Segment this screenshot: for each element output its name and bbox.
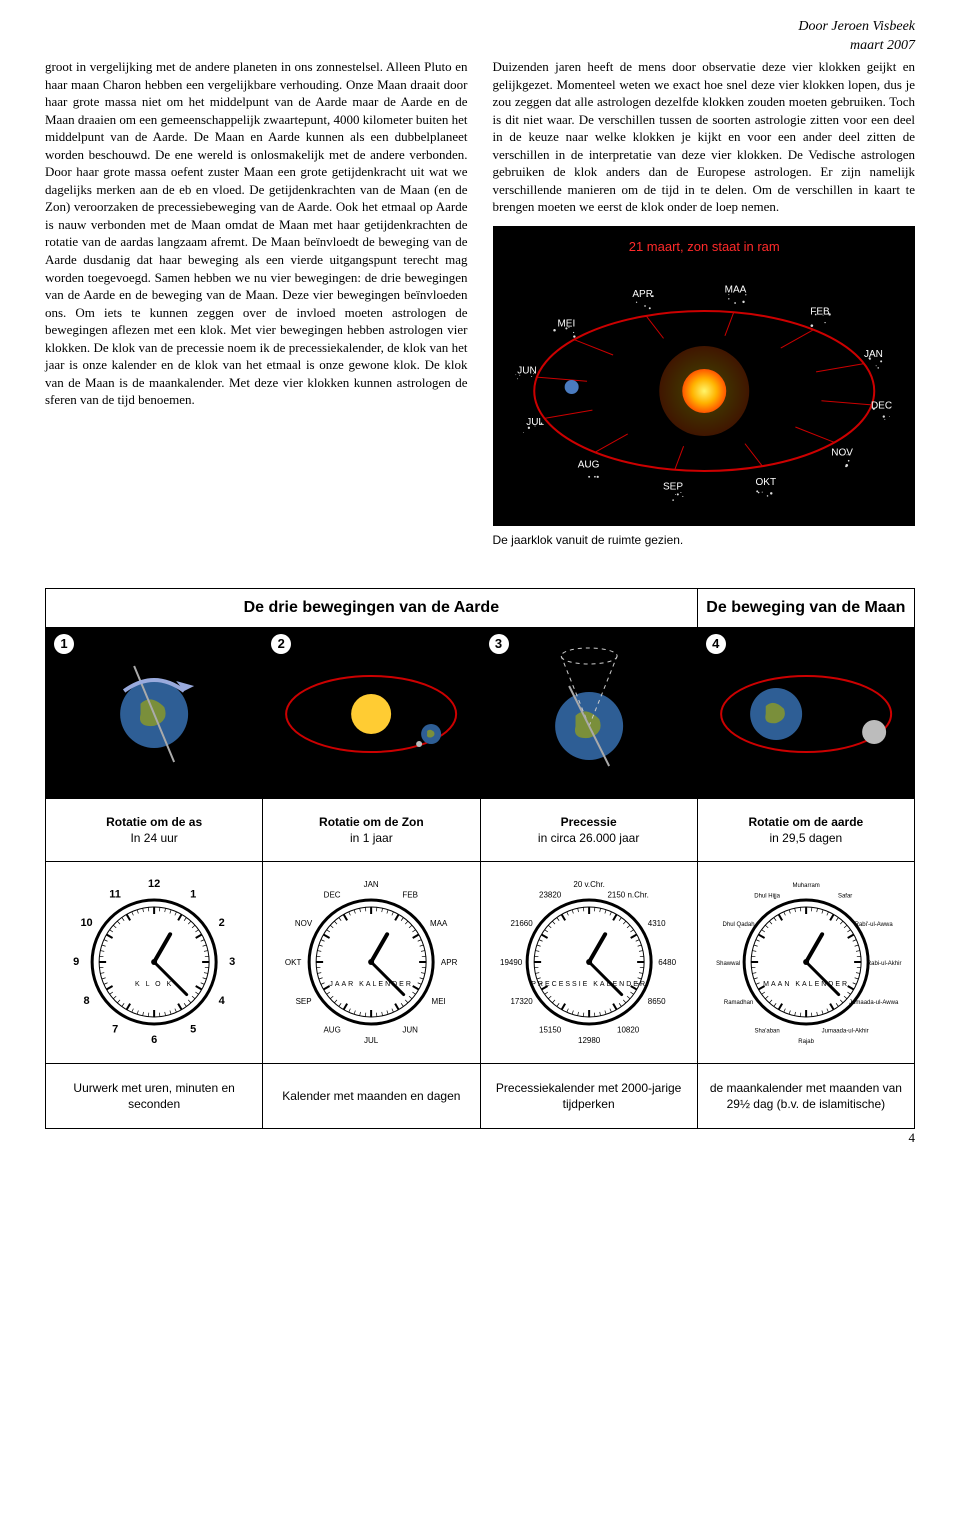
clock-caption: Uurwerk met uren, minuten en seconden bbox=[46, 1063, 263, 1128]
svg-text:DEC: DEC bbox=[324, 891, 341, 900]
svg-text:Shawwal: Shawwal bbox=[716, 961, 740, 967]
page-number: 4 bbox=[909, 1129, 916, 1147]
clock-caption: Kalender met maanden en dagen bbox=[263, 1063, 480, 1128]
clock-caption: de maankalender met maanden van 29½ dag … bbox=[697, 1063, 914, 1128]
panel-4: 4 bbox=[697, 627, 914, 799]
movements-table-section: De drie bewegingen van de Aarde De beweg… bbox=[45, 588, 915, 1129]
svg-text:2150 n.Chr.: 2150 n.Chr. bbox=[607, 891, 648, 900]
svg-text:MEI: MEI bbox=[432, 997, 446, 1006]
svg-text:12980: 12980 bbox=[578, 1036, 601, 1045]
svg-text:Sha'aban: Sha'aban bbox=[754, 1029, 779, 1035]
svg-text:MAAN KALENDER: MAAN KALENDER bbox=[763, 981, 849, 988]
svg-text:JUN: JUN bbox=[403, 1026, 419, 1035]
table-title-right: De beweging van de Maan bbox=[697, 589, 914, 628]
panel-label: Rotatie om de Zonin 1 jaar bbox=[263, 799, 480, 862]
zodiac-figure: 21 maart, zon staat in ramJANFEBMAAAPRME… bbox=[493, 226, 916, 548]
svg-text:19490: 19490 bbox=[500, 958, 523, 967]
panel-number: 2 bbox=[271, 634, 291, 654]
left-column: groot in vergelijking met de andere plan… bbox=[45, 58, 468, 548]
clock-caption: Precessiekalender met 2000-jarige tijdpe… bbox=[480, 1063, 697, 1128]
movements-table: De drie bewegingen van de Aarde De beweg… bbox=[45, 588, 915, 1129]
svg-text:Rajab: Rajab bbox=[798, 1039, 814, 1045]
panel-number: 1 bbox=[54, 634, 74, 654]
svg-text:12: 12 bbox=[148, 878, 160, 890]
svg-text:11: 11 bbox=[109, 889, 121, 901]
svg-text:MAA: MAA bbox=[724, 284, 746, 295]
svg-text:5: 5 bbox=[190, 1024, 196, 1036]
svg-text:Jumaada-ul-Awwa: Jumaada-ul-Awwa bbox=[849, 1000, 899, 1006]
svg-text:APR: APR bbox=[441, 958, 458, 967]
clock-1: 121234567891011K L O K bbox=[46, 862, 263, 1064]
svg-text:4: 4 bbox=[219, 995, 226, 1007]
svg-text:10820: 10820 bbox=[617, 1026, 640, 1035]
svg-text:AUG: AUG bbox=[324, 1026, 341, 1035]
svg-text:Ramadhan: Ramadhan bbox=[724, 1000, 753, 1006]
right-column: Duizenden jaren heeft de mens door obser… bbox=[493, 58, 916, 548]
svg-text:9: 9 bbox=[73, 956, 79, 968]
svg-text:JAAR KALENDER: JAAR KALENDER bbox=[330, 981, 414, 988]
panel-2: 2 bbox=[263, 627, 480, 799]
panel-number: 4 bbox=[706, 634, 726, 654]
svg-text:21 maart, zon staat in ram: 21 maart, zon staat in ram bbox=[628, 239, 779, 254]
svg-text:OKT: OKT bbox=[755, 477, 776, 488]
date: maart 2007 bbox=[850, 38, 915, 53]
panel-number: 3 bbox=[489, 634, 509, 654]
svg-text:AUG: AUG bbox=[577, 460, 599, 471]
svg-text:17320: 17320 bbox=[510, 997, 533, 1006]
clock-4: Muharram Safar Rabi'-ul-Awwa Rabi-ul-Akhir J… bbox=[697, 862, 914, 1064]
table-title-left: De drie bewegingen van de Aarde bbox=[46, 589, 698, 628]
svg-text:20 v.Chr.: 20 v.Chr. bbox=[573, 880, 604, 889]
byline: Door Jeroen Visbeek maart 2007 bbox=[798, 18, 915, 56]
panel-1: 1 bbox=[46, 627, 263, 799]
panel-label: Rotatie om de asIn 24 uur bbox=[46, 799, 263, 862]
svg-text:Dhul Qadah: Dhul Qadah bbox=[722, 922, 754, 928]
svg-text:SEP: SEP bbox=[296, 997, 312, 1006]
svg-text:15150: 15150 bbox=[539, 1026, 562, 1035]
svg-text:SEP: SEP bbox=[662, 481, 682, 492]
svg-text:7: 7 bbox=[112, 1024, 118, 1036]
svg-text:10: 10 bbox=[80, 917, 92, 929]
svg-text:APR: APR bbox=[632, 289, 653, 300]
svg-text:PRECESSIE KALENDER: PRECESSIE KALENDER bbox=[531, 981, 647, 988]
svg-text:JUL: JUL bbox=[364, 1036, 379, 1045]
two-column-body: groot in vergelijking met de andere plan… bbox=[45, 58, 915, 548]
svg-text:NOV: NOV bbox=[831, 447, 853, 458]
svg-text:2: 2 bbox=[219, 917, 225, 929]
svg-text:Rabi'-ul-Awwa: Rabi'-ul-Awwa bbox=[854, 922, 893, 928]
svg-text:Dhul Hijja: Dhul Hijja bbox=[754, 894, 780, 900]
svg-text:6480: 6480 bbox=[658, 958, 676, 967]
svg-text:Jumaada-ul-Akhir: Jumaada-ul-Akhir bbox=[821, 1029, 868, 1035]
svg-text:6: 6 bbox=[151, 1034, 157, 1046]
svg-text:8650: 8650 bbox=[647, 997, 665, 1006]
svg-text:K L O K: K L O K bbox=[135, 981, 173, 988]
svg-text:4310: 4310 bbox=[647, 919, 665, 928]
svg-text:NOV: NOV bbox=[295, 919, 313, 928]
svg-text:JUN: JUN bbox=[517, 366, 536, 377]
svg-text:23820: 23820 bbox=[539, 891, 562, 900]
panel-3: 3 bbox=[480, 627, 697, 799]
clock-2: JAN FEB MAA APR MEI JUN JUL AUG SEP OKT NOV DEC JAAR… bbox=[263, 862, 480, 1064]
clock-3: 20 v.Chr.2150 n.Chr. 4310 6480 8650 10820 129… bbox=[480, 862, 697, 1064]
svg-text:MAA: MAA bbox=[430, 919, 448, 928]
right-text: Duizenden jaren heeft de mens door obser… bbox=[493, 59, 916, 214]
author: Door Jeroen Visbeek bbox=[798, 19, 915, 34]
svg-text:FEB: FEB bbox=[810, 306, 830, 317]
panel-label: Rotatie om de aardein 29,5 dagen bbox=[697, 799, 914, 862]
panel-label: Precessiein circa 26.000 jaar bbox=[480, 799, 697, 862]
svg-text:JAN: JAN bbox=[364, 880, 379, 889]
svg-text:3: 3 bbox=[229, 956, 235, 968]
zodiac-caption: De jaarklok vanuit de ruimte gezien. bbox=[493, 532, 916, 548]
svg-text:Safar: Safar bbox=[838, 894, 852, 900]
zodiac-svg-wrap: 21 maart, zon staat in ramJANFEBMAAAPRME… bbox=[493, 226, 916, 526]
svg-text:1: 1 bbox=[190, 889, 196, 901]
svg-text:FEB: FEB bbox=[403, 891, 419, 900]
svg-text:JAN: JAN bbox=[863, 349, 882, 360]
svg-text:8: 8 bbox=[84, 995, 90, 1007]
svg-text:Rabi-ul-Akhir: Rabi-ul-Akhir bbox=[867, 961, 902, 967]
svg-text:OKT: OKT bbox=[285, 958, 302, 967]
left-text: groot in vergelijking met de andere plan… bbox=[45, 59, 468, 407]
svg-text:21660: 21660 bbox=[510, 919, 533, 928]
svg-text:Muharram: Muharram bbox=[792, 883, 819, 889]
